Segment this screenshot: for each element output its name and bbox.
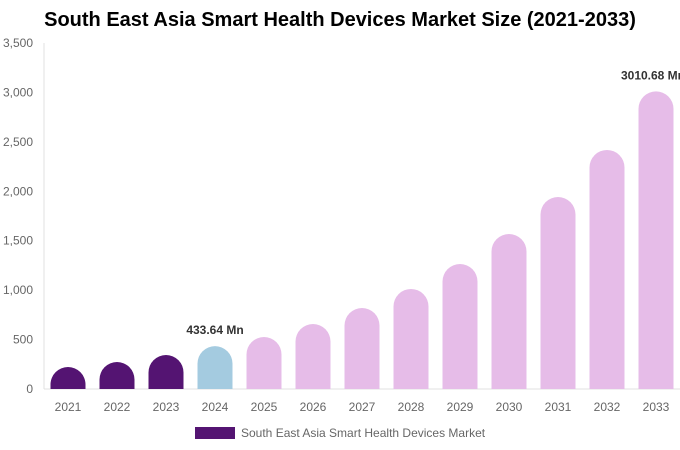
x-tick-label: 2031: [545, 400, 572, 414]
x-tick-label: 2024: [202, 400, 229, 414]
y-tick-label: 1,500: [3, 234, 33, 248]
bar-2029: [442, 264, 478, 389]
bar-2031: [540, 197, 576, 389]
legend-swatch: [195, 427, 235, 439]
y-tick-label: 2,500: [3, 135, 33, 149]
data-label-2024: 433.64 Mn: [186, 323, 243, 337]
x-tick-label: 2033: [643, 400, 670, 414]
legend-label: South East Asia Smart Health Devices Mar…: [241, 426, 486, 440]
x-tick-label: 2027: [349, 400, 376, 414]
chart-title: South East Asia Smart Health Devices Mar…: [44, 9, 636, 31]
x-tick-label: 2022: [104, 400, 131, 414]
bar-2030: [491, 233, 527, 389]
bar-2028: [393, 288, 429, 389]
x-tick-label: 2023: [153, 400, 180, 414]
x-tick-label: 2029: [447, 400, 474, 414]
bar-2022: [99, 362, 135, 389]
legend: South East Asia Smart Health Devices Mar…: [195, 426, 485, 440]
y-tick-label: 2,000: [3, 184, 33, 198]
x-tick-label: 2030: [496, 400, 523, 414]
x-tick-label: 2026: [300, 400, 327, 414]
x-tick-label: 2025: [251, 400, 278, 414]
x-tick-label: 2021: [55, 400, 82, 414]
y-tick-label: 500: [13, 333, 33, 347]
x-tick-label: 2028: [398, 400, 425, 414]
y-tick-label: 0: [26, 382, 33, 396]
bar-2023: [148, 354, 184, 389]
bar-2026: [295, 324, 331, 389]
bar-2021: [50, 367, 86, 389]
x-tick-label: 2032: [594, 400, 621, 414]
y-tick-label: 3,500: [3, 36, 33, 50]
bar-2025: [246, 337, 282, 389]
y-tick-label: 3,000: [3, 85, 33, 99]
bar-2027: [344, 308, 380, 389]
bar-2032: [589, 149, 625, 389]
y-tick-label: 1,000: [3, 283, 33, 297]
bar-2033: [638, 91, 674, 390]
data-label-2033: 3010.68 Mn: [621, 68, 680, 82]
bar-2024: [197, 346, 233, 389]
